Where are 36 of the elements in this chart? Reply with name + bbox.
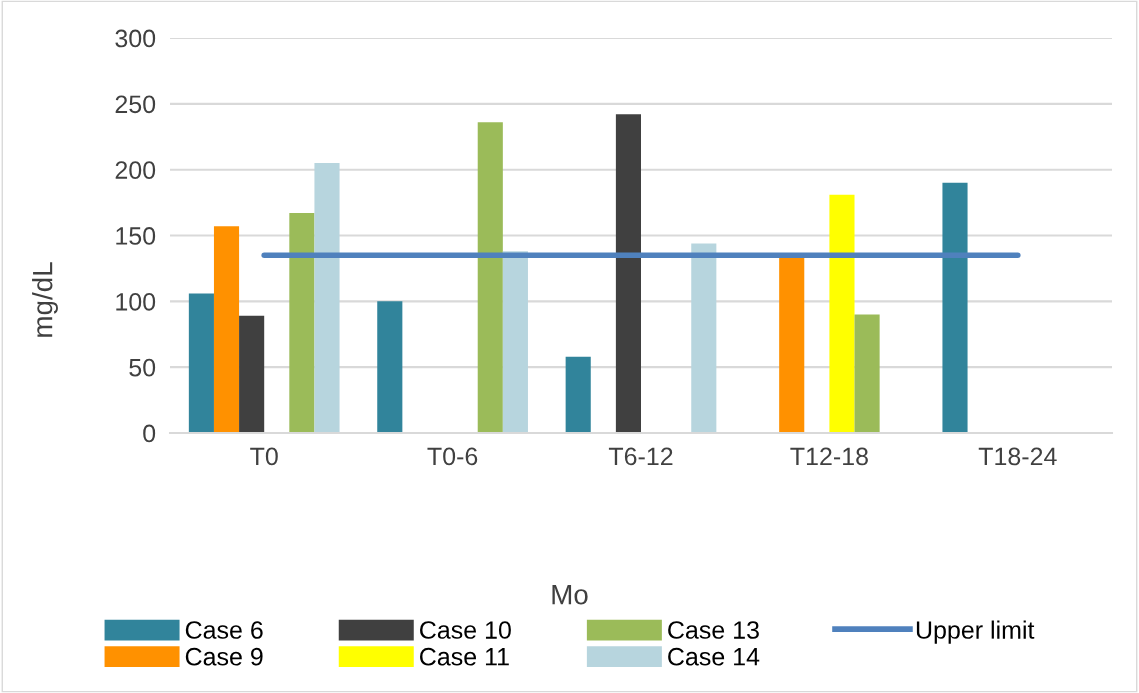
legend-label: Case 6 [185,621,263,639]
bar [314,163,340,433]
y-tick-label: 200 [115,161,156,179]
y-tick-label: 150 [116,227,156,245]
bar [289,213,315,433]
y-tick-label: 300 [115,29,156,48]
legend-label: Case 14 [668,647,760,666]
x-tick-label: T6-12 [608,447,673,466]
bar [477,122,503,433]
y-axis-title: mg/dL [32,262,58,337]
legend-label: Case 9 [185,647,263,666]
x-tick-label: T0 [250,447,278,466]
bar [502,251,528,433]
bar [188,293,214,433]
legend-label: Case 11 [420,647,509,666]
bar [239,315,265,433]
y-tick-label: 100 [116,292,156,311]
bar [942,182,968,433]
legend-label: Case 10 [420,621,511,639]
y-tick-label: 0 [143,424,156,443]
x-axis-title: Mo [552,585,588,605]
bar [829,194,855,433]
x-tick-label: T18-24 [978,447,1057,466]
bar [854,314,880,433]
y-tick-label: 50 [129,358,156,377]
legend-label: Upper limit [916,620,1035,644]
legend-label: Case 13 [668,621,759,639]
x-tick-label: T0-6 [427,447,478,466]
bar [213,226,240,433]
x-tick-label: T12-18 [790,447,868,466]
bar [565,356,591,433]
y-tick-label: 250 [115,95,156,114]
bar [615,114,641,433]
bar [377,301,403,433]
bar [779,256,805,433]
bar [691,243,717,433]
